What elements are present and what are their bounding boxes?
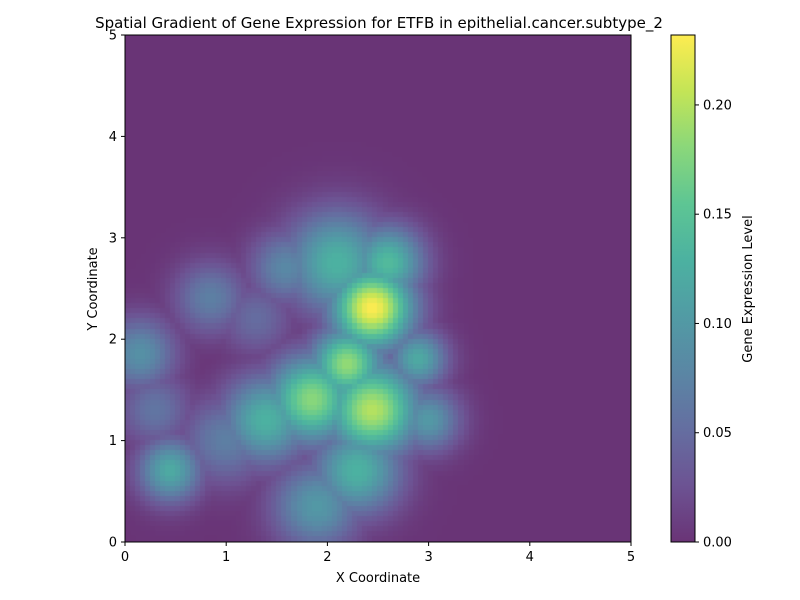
y-tick-label: 5 — [109, 29, 117, 44]
chart-title: Spatial Gradient of Gene Expression for … — [95, 14, 663, 33]
plot-area — [124, 34, 632, 543]
heatmap-image — [125, 35, 631, 542]
x-tick-label: 2 — [323, 550, 331, 565]
colorbar-gradient — [671, 35, 695, 542]
heatmap-canvas-wrapper — [125, 35, 631, 542]
colorbar-tick-label: 0.00 — [703, 536, 732, 551]
colorbar-ticks: 0.00 0.05 0.10 0.15 0.20 — [695, 98, 732, 551]
colorbar-tick-label: 0.05 — [703, 426, 732, 441]
y-tick-label: 1 — [109, 434, 117, 449]
x-tick-label: 1 — [222, 550, 230, 565]
x-axis-ticks: 0 1 2 3 4 5 — [121, 542, 635, 565]
colorbar-label: Gene Expression Level — [741, 215, 756, 362]
y-axis-label: Y Coordinate — [86, 247, 101, 331]
y-tick-label: 0 — [109, 536, 117, 551]
x-tick-label: 4 — [526, 550, 534, 565]
y-tick-label: 4 — [109, 130, 117, 145]
colorbar: 0.00 0.05 0.10 0.15 0.20 Gene Expression Lev… — [670, 34, 756, 551]
y-axis-ticks: 0 1 2 3 4 5 — [109, 29, 125, 551]
plot-frame — [124, 34, 632, 543]
x-tick-label: 3 — [424, 550, 432, 565]
colorbar-tick-label: 0.20 — [703, 98, 732, 113]
x-tick-label: 5 — [627, 550, 635, 565]
colorbar-tick-label: 0.10 — [703, 317, 732, 332]
y-tick-label: 3 — [109, 231, 117, 246]
y-tick-label: 2 — [109, 333, 117, 348]
x-axis-label: X Coordinate — [336, 571, 420, 586]
colorbar-frame — [670, 34, 696, 543]
colorbar-tick-label: 0.15 — [703, 208, 732, 223]
x-tick-label: 0 — [121, 550, 129, 565]
